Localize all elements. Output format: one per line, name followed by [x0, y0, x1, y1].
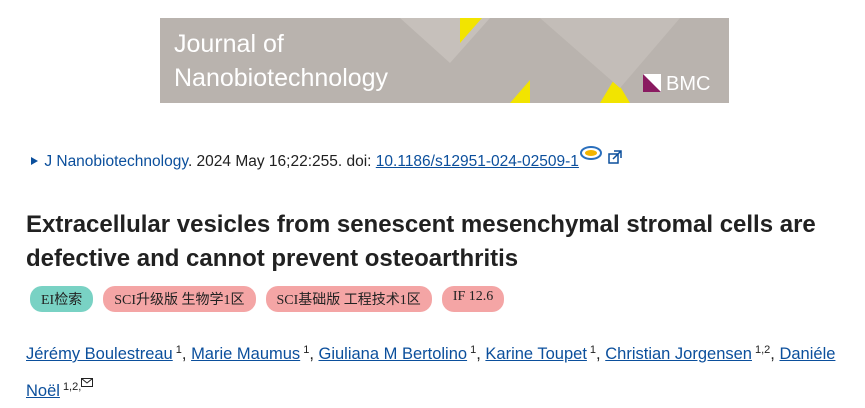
affiliation: 1,2,: [62, 381, 82, 393]
author-link[interactable]: Jérémy Boulestreau: [26, 345, 173, 363]
affiliation: 1: [175, 344, 182, 356]
expand-icon[interactable]: [30, 156, 40, 166]
separator: ,: [309, 345, 314, 363]
article-title: Extracellular vesicles from senescent me…: [26, 211, 816, 272]
link-icons[interactable]: [579, 146, 625, 166]
separator: ,: [596, 345, 601, 363]
banner-text: Nanobiotechnology: [174, 64, 389, 92]
citation: J Nanobiotechnology. 2024 May 16;22:255.…: [30, 146, 625, 171]
publisher: BMC: [666, 73, 710, 95]
affiliation: 1: [589, 344, 597, 356]
affiliation: 1: [470, 344, 477, 356]
author-link[interactable]: Christian Jorgensen: [605, 345, 752, 363]
affiliation: 1,2: [754, 344, 771, 356]
banner-text: Journal of: [174, 30, 284, 58]
author-link[interactable]: Karine Toupet: [485, 345, 587, 363]
badge[interactable]: IF 12.6: [441, 286, 505, 312]
separator: ,: [770, 345, 775, 363]
email-icon[interactable]: [81, 378, 94, 388]
journal-banner: Journal of Nanobiotechnology BMC: [160, 18, 729, 103]
author-link[interactable]: Giuliana M Bertolino: [318, 345, 468, 363]
separator: ,: [476, 345, 481, 363]
badge[interactable]: EI检索: [30, 286, 94, 312]
separator: ,: [181, 345, 187, 363]
affiliation: 1: [303, 344, 310, 356]
citation-details: . 2024 May 16;22:255. doi:: [187, 153, 376, 170]
doi-link[interactable]: 10.1186/s12951-024-02509-1: [375, 153, 579, 170]
author-link[interactable]: Marie Maumus: [191, 345, 301, 363]
badges: EI检索 SCI升级版 生物学1区 SCI基础版 工程技术1区 IF 12.6: [30, 286, 505, 312]
journal-link[interactable]: J Nanobiotechnology: [44, 153, 188, 170]
badge[interactable]: SCI基础版 工程技术1区: [265, 286, 432, 312]
author-link[interactable]: Daniéle Noël: [26, 345, 836, 400]
authors: Jérémy Boulestreau 1, Marie Maumus 1, Giul…: [26, 334, 856, 408]
badge[interactable]: SCI升级版 生物学1区: [103, 286, 256, 312]
